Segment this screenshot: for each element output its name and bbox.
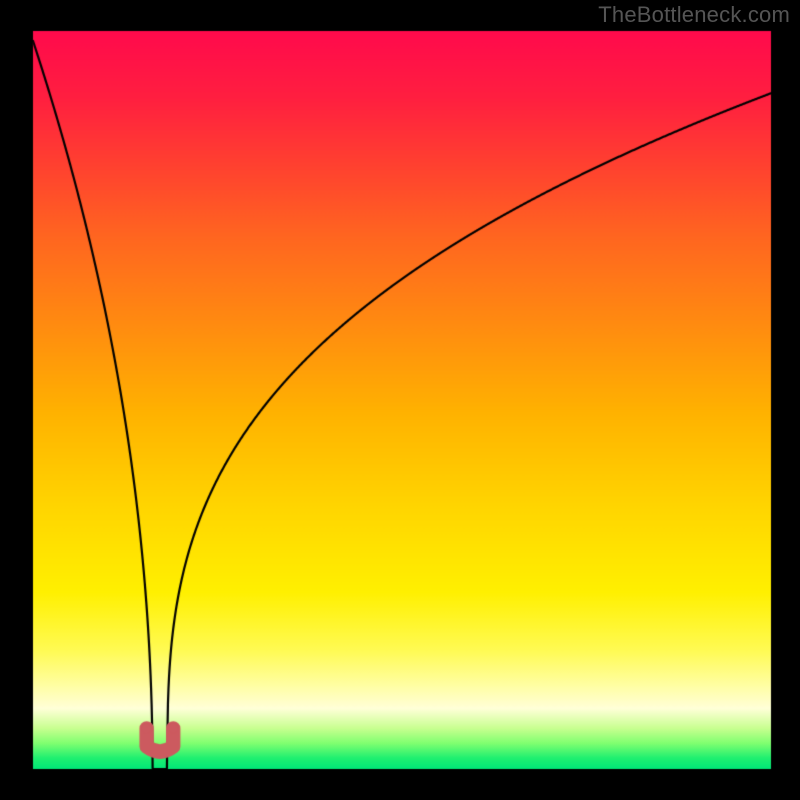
chart-stage: TheBottleneck.com: [0, 0, 800, 800]
curve-overlay: [0, 0, 800, 800]
watermark-text: TheBottleneck.com: [598, 2, 790, 28]
